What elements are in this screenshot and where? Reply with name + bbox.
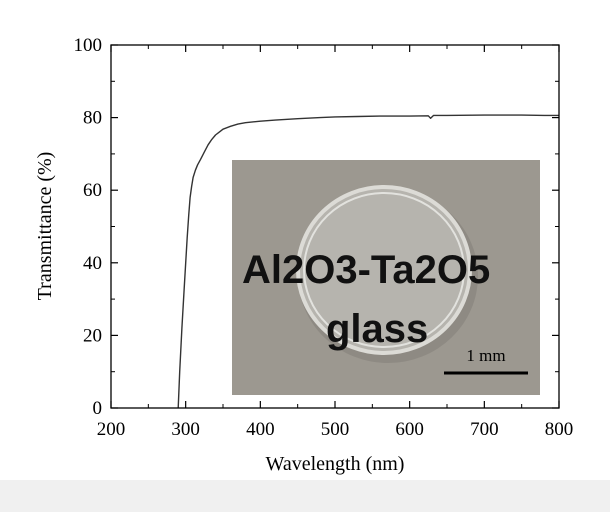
y-tick-label: 80: [83, 108, 102, 129]
x-tick-label: 700: [470, 419, 499, 440]
transmittance-curve: [177, 114, 559, 409]
sample-label-formula-text: Al2O3-Ta2O5: [242, 248, 490, 292]
x-tick-label: 300: [171, 419, 200, 440]
figure: 200 300 400 500 600 700 800 0 20 40 60 80 100 Al2O3-…: [0, 0, 610, 480]
transmittance-chart: 200 300 400 500 600 700 800 0 20 40 60 80 100 Al2O3-…: [34, 35, 574, 475]
glass-disc-rim: [303, 192, 465, 348]
plot-frame: [110, 44, 560, 409]
y-tick-label: 60: [83, 180, 102, 201]
inset-photo: Al2O3-Ta2O5 glass 1 mm: [232, 160, 540, 395]
y-tick-label: 100: [74, 35, 103, 56]
x-axis-title: Wavelength (nm): [266, 453, 405, 475]
glass-disc: [296, 185, 472, 355]
y-tick-label: 0: [93, 398, 103, 419]
x-tick-label: 500: [321, 419, 350, 440]
x-tick-label: 200: [97, 419, 126, 440]
y-axis-title: Transmittance (%): [34, 152, 56, 301]
y-tick-label: 20: [83, 325, 102, 346]
sample-label-glass: glass: [326, 307, 428, 351]
x-tick-label: 400: [246, 419, 275, 440]
sample-label-formula: Al2O3-Ta2O5: [242, 248, 490, 292]
x-tick-label: 800: [545, 419, 574, 440]
scale-bar-label: 1 mm: [466, 346, 505, 365]
y-tick-label: 40: [83, 253, 102, 274]
x-tick-label: 600: [395, 419, 424, 440]
